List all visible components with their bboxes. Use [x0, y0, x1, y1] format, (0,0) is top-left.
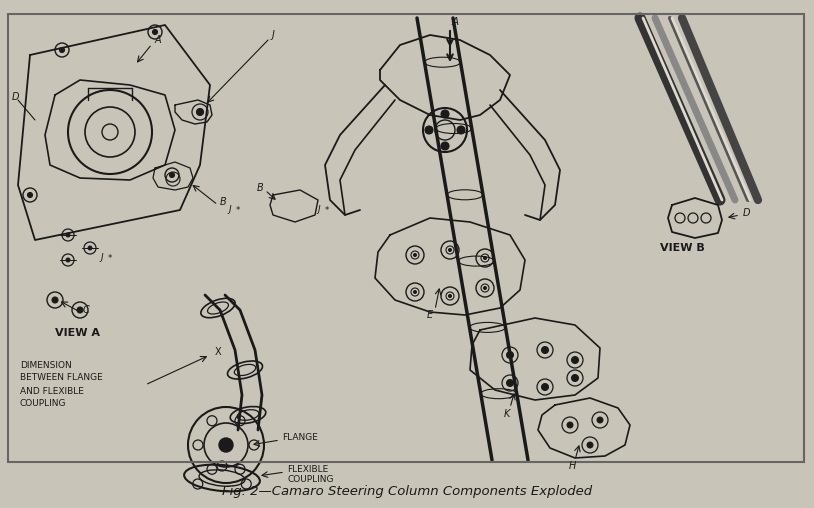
Circle shape: [541, 346, 549, 354]
Circle shape: [567, 422, 573, 428]
Text: B: B: [220, 197, 227, 207]
Circle shape: [587, 442, 593, 448]
Circle shape: [77, 307, 83, 313]
Text: J: J: [228, 206, 230, 214]
Text: A: A: [155, 35, 162, 45]
Text: AND FLEXIBLE: AND FLEXIBLE: [20, 387, 84, 396]
Circle shape: [196, 109, 204, 115]
Text: VIEW B: VIEW B: [660, 243, 705, 253]
Text: *: *: [325, 206, 329, 214]
Text: J: J: [317, 206, 320, 214]
Circle shape: [66, 233, 70, 237]
Circle shape: [414, 291, 417, 294]
Circle shape: [484, 287, 487, 290]
Circle shape: [457, 126, 465, 134]
Circle shape: [425, 126, 433, 134]
Text: Fig. 2—Camaro Steering Column Components Exploded: Fig. 2—Camaro Steering Column Components…: [222, 486, 592, 498]
Circle shape: [66, 258, 70, 262]
Text: B: B: [257, 183, 264, 193]
Text: FLEXIBLE: FLEXIBLE: [287, 464, 328, 473]
Circle shape: [28, 193, 33, 198]
Bar: [8, 14, 804, 462]
Text: *: *: [236, 206, 240, 214]
Text: *: *: [108, 253, 112, 263]
Circle shape: [597, 417, 603, 423]
Circle shape: [541, 384, 549, 391]
Text: BETWEEN FLANGE: BETWEEN FLANGE: [20, 373, 103, 383]
Circle shape: [441, 110, 449, 118]
Text: FLANGE: FLANGE: [282, 433, 318, 442]
Circle shape: [571, 374, 579, 382]
Circle shape: [571, 357, 579, 364]
Circle shape: [88, 246, 92, 250]
Circle shape: [506, 352, 514, 359]
Text: J: J: [100, 253, 103, 263]
Circle shape: [441, 142, 449, 150]
Text: VIEW A: VIEW A: [55, 328, 100, 338]
Circle shape: [52, 297, 58, 303]
Circle shape: [59, 48, 64, 52]
Text: H: H: [568, 461, 575, 471]
Text: E: E: [427, 310, 433, 320]
Circle shape: [449, 295, 452, 298]
Text: D: D: [743, 208, 751, 218]
Circle shape: [219, 438, 233, 452]
Circle shape: [484, 257, 487, 260]
Circle shape: [169, 173, 174, 177]
Text: DIMENSION: DIMENSION: [20, 361, 72, 369]
Text: COUPLING: COUPLING: [287, 475, 334, 485]
Circle shape: [152, 29, 157, 35]
Circle shape: [506, 379, 514, 387]
Text: X: X: [215, 347, 221, 357]
Text: COUPLING: COUPLING: [20, 399, 67, 408]
Text: A: A: [452, 17, 458, 27]
Circle shape: [449, 248, 452, 251]
Text: D: D: [12, 92, 20, 102]
Text: J: J: [272, 30, 275, 40]
Text: C: C: [83, 305, 90, 315]
Circle shape: [414, 253, 417, 257]
Text: K: K: [504, 409, 510, 419]
